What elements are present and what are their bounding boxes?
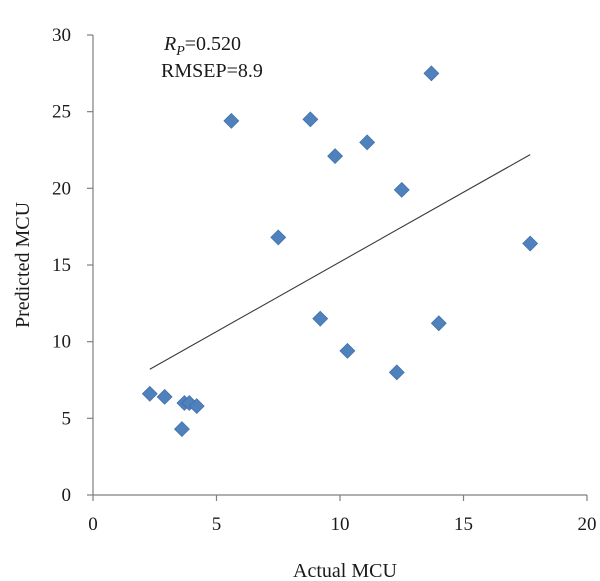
data-point xyxy=(339,342,356,359)
data-point xyxy=(327,148,343,165)
data-point xyxy=(423,65,440,82)
y-axis-label: Predicted MCU xyxy=(12,201,34,328)
data-point xyxy=(312,310,329,327)
data-point xyxy=(522,235,539,252)
data-point xyxy=(173,421,190,437)
y-tick-label: 20 xyxy=(52,178,71,199)
x-tick-label: 15 xyxy=(454,514,473,535)
y-tick-label: 10 xyxy=(52,332,71,353)
x-tick-label: 5 xyxy=(212,514,222,535)
data-point xyxy=(156,388,173,405)
axes xyxy=(92,35,587,496)
data-point xyxy=(393,181,410,198)
x-tick-label: 10 xyxy=(331,514,350,535)
rp-annotation: RP=0.520 xyxy=(163,33,241,59)
x-tick-label: 0 xyxy=(88,514,98,535)
data-point xyxy=(302,111,319,128)
data-point xyxy=(188,398,205,414)
y-tick-label: 15 xyxy=(52,255,71,276)
trendline-layer xyxy=(149,154,531,370)
data-point xyxy=(141,385,158,402)
x-axis-label: Actual MCU xyxy=(293,560,397,581)
data-point xyxy=(430,315,447,332)
data-point xyxy=(388,364,405,381)
x-ticks: 0 5 10 15 20 xyxy=(88,495,597,535)
data-point xyxy=(270,229,287,246)
rmsep-annotation: RMSEP=8.9 xyxy=(161,60,263,82)
x-tick-label: 20 xyxy=(578,514,597,535)
y-tick-label: 0 xyxy=(62,485,72,506)
data-points xyxy=(141,65,539,437)
trendline xyxy=(149,154,531,370)
y-tick-label: 30 xyxy=(52,25,71,46)
y-tick-label: 25 xyxy=(52,102,71,123)
y-tick-label: 5 xyxy=(62,408,72,429)
y-ticks: 0 5 10 15 20 25 30 xyxy=(52,25,93,506)
data-point xyxy=(359,134,376,151)
data-point xyxy=(223,112,240,129)
